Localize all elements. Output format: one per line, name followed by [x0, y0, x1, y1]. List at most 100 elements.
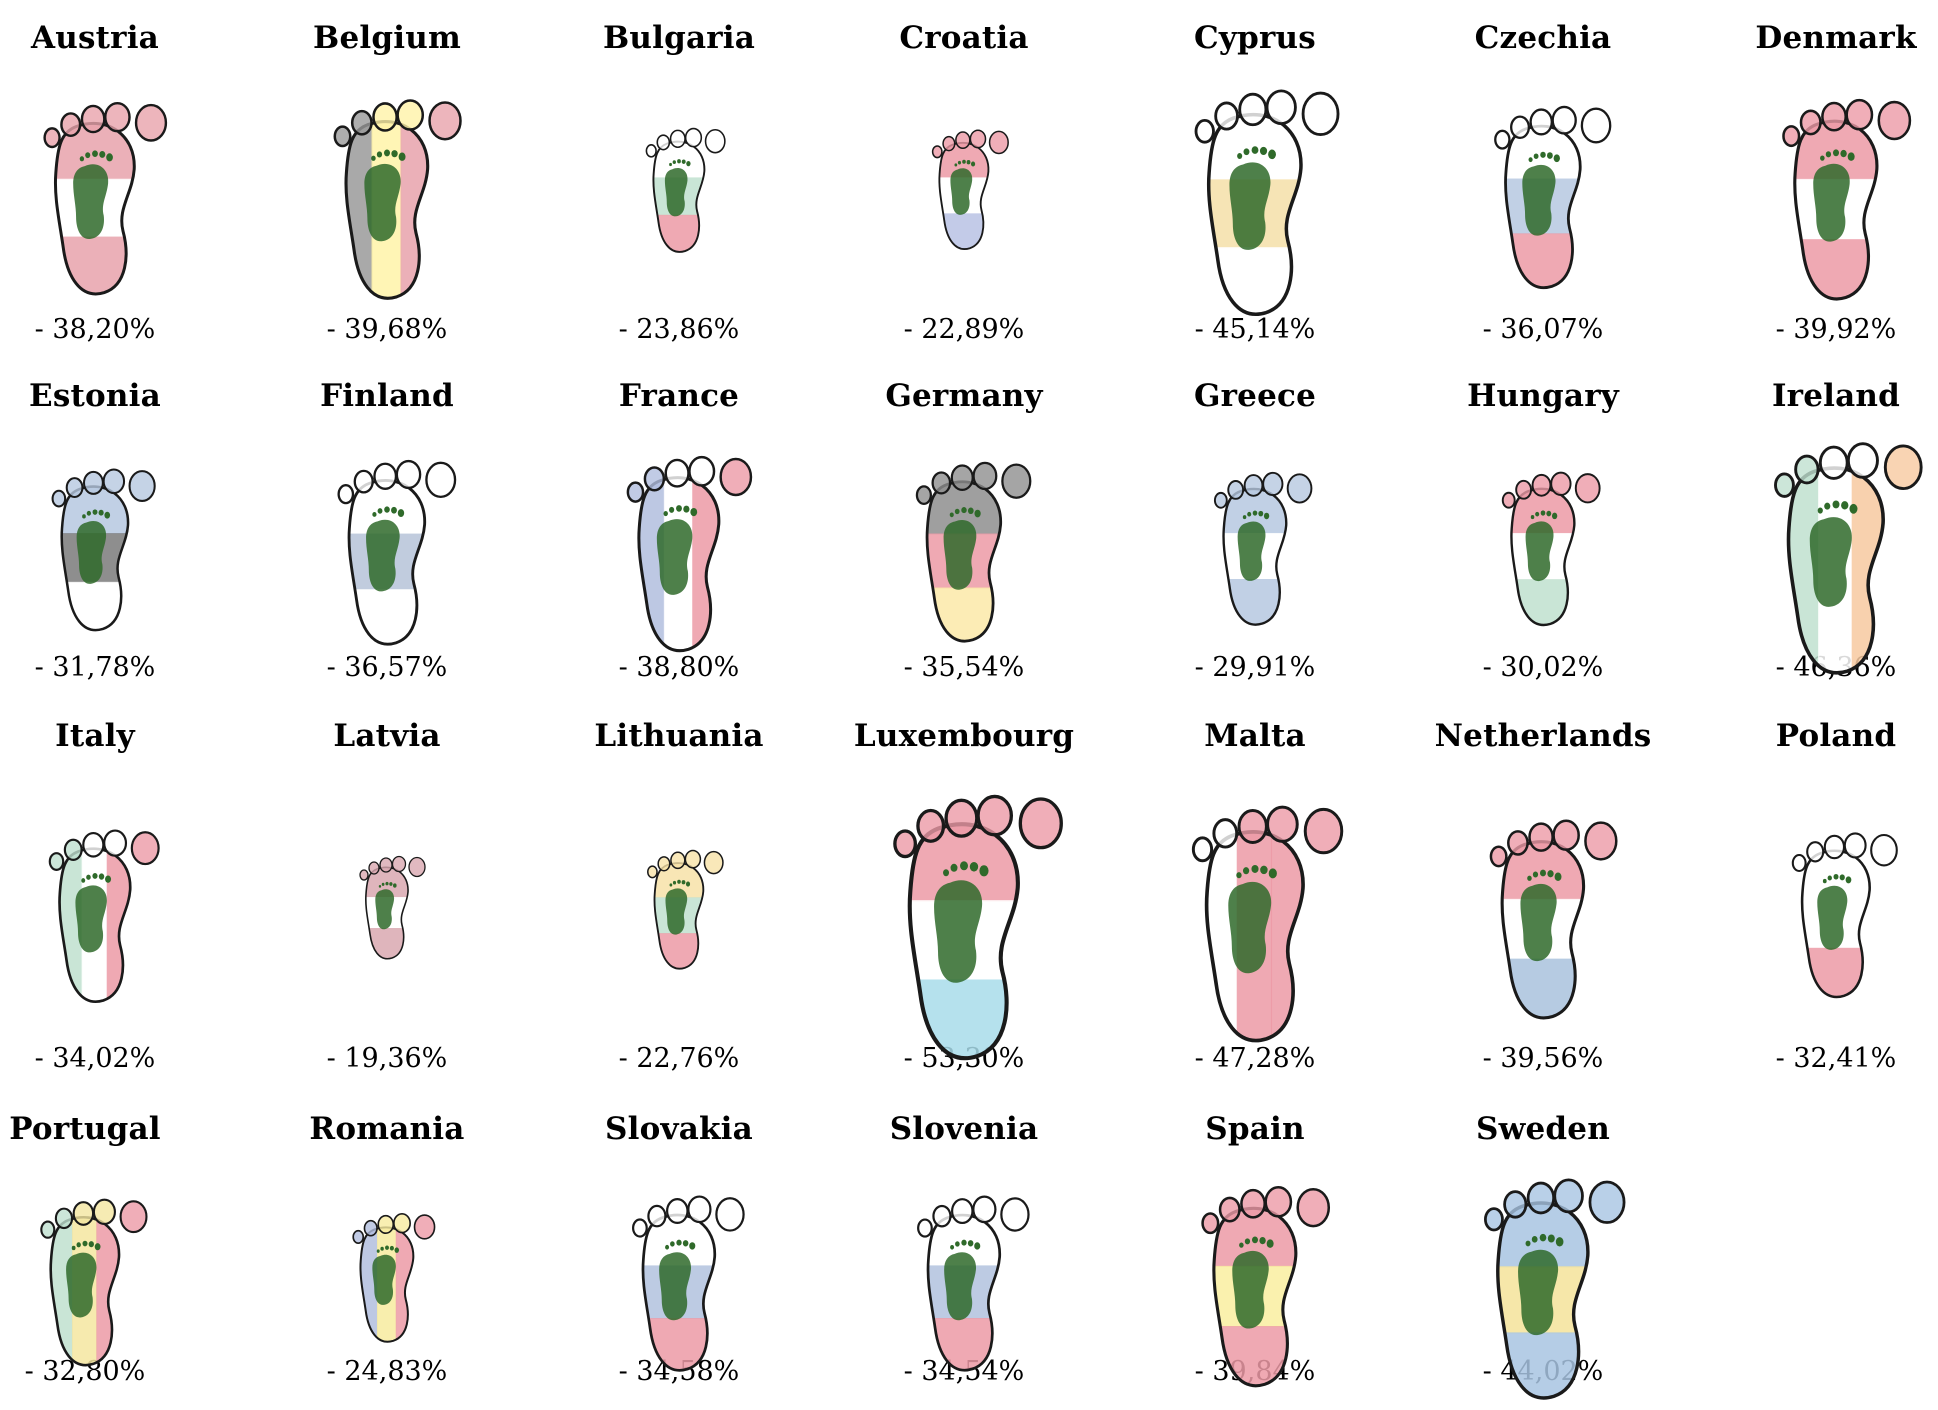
- country-label-lithuania: Lithuania: [594, 718, 764, 754]
- value-label-romania: - 24,83%: [326, 1356, 448, 1387]
- foot-outline: [1204, 830, 1305, 1043]
- green-footprint: [943, 507, 981, 590]
- toe: [63, 838, 83, 861]
- toe: [1551, 105, 1577, 135]
- foot-outline: [49, 1215, 121, 1367]
- foot-outline: [1510, 487, 1576, 627]
- toe: [134, 103, 168, 142]
- value-label-hungary: - 30,02%: [1482, 652, 1604, 683]
- toe: [1507, 830, 1529, 856]
- footprint-mark-greece: [1213, 471, 1313, 626]
- toe: [944, 798, 979, 838]
- country-label-portugal: Portugal: [9, 1111, 161, 1147]
- toe: [1823, 834, 1846, 860]
- country-label-greece: Greece: [1193, 378, 1317, 414]
- toe: [917, 1218, 933, 1238]
- foot-outline: [925, 480, 1003, 643]
- toe: [350, 109, 373, 136]
- toe: [51, 489, 67, 508]
- foot-outline: [60, 485, 130, 632]
- toe: [665, 1198, 689, 1225]
- toe: [703, 850, 724, 875]
- footprint-mark-denmark: [1782, 98, 1912, 301]
- toe: [103, 829, 128, 857]
- toe: [1791, 853, 1807, 873]
- toe: [1553, 1178, 1584, 1214]
- green-footprint: [665, 879, 691, 935]
- toe: [1237, 809, 1268, 844]
- green-footprint: [372, 1245, 400, 1305]
- toe: [1191, 836, 1214, 863]
- footprint-mark-germany: [915, 461, 1032, 643]
- toe: [1526, 1181, 1556, 1215]
- toe: [43, 127, 61, 149]
- toe: [1000, 1197, 1030, 1232]
- value-label-denmark: - 39,92%: [1775, 314, 1897, 345]
- value-label-netherlands: - 39,56%: [1482, 1043, 1604, 1074]
- toe: [391, 855, 407, 873]
- foot-outline: [1800, 849, 1871, 999]
- green-footprint: [664, 159, 691, 217]
- green-footprint: [1522, 151, 1560, 236]
- footprint-mark-malta: [1191, 805, 1344, 1043]
- toe: [647, 1204, 667, 1228]
- country-label-czechia: Czechia: [1474, 20, 1612, 56]
- green-footprint: [950, 159, 976, 215]
- toe: [1774, 472, 1795, 498]
- foot-outline: [637, 476, 721, 653]
- toe: [1782, 125, 1801, 148]
- toe: [1821, 101, 1847, 132]
- green-footprint: [1817, 873, 1852, 950]
- country-label-cyprus: Cyprus: [1194, 20, 1316, 56]
- toe: [972, 461, 998, 491]
- toe: [915, 485, 933, 505]
- toe: [1301, 91, 1340, 136]
- toe: [1584, 821, 1618, 861]
- footprint-mark-hungary: [1501, 471, 1601, 627]
- toe: [932, 1204, 952, 1228]
- toe: [1264, 1185, 1293, 1218]
- foot-outline: [344, 119, 430, 300]
- country-label-romania: Romania: [309, 1111, 465, 1147]
- toe: [1818, 445, 1849, 480]
- footprint-mark-croatia: [931, 129, 1009, 250]
- toe: [1201, 1212, 1220, 1235]
- country-label-germany: Germany: [885, 378, 1043, 414]
- foot-outline: [1206, 112, 1303, 316]
- toe: [688, 455, 716, 487]
- value-label-austria: - 38,20%: [34, 314, 156, 345]
- green-footprint: [656, 505, 698, 595]
- toe: [942, 135, 956, 152]
- toe: [119, 1200, 148, 1234]
- value-label-estonia: - 31,78%: [34, 652, 156, 683]
- green-footprint: [659, 1239, 696, 1321]
- foot-outline: [907, 822, 1020, 1061]
- toe: [333, 125, 352, 148]
- green-footprint: [1237, 510, 1270, 581]
- toe: [393, 1213, 411, 1234]
- foot-outline: [1786, 466, 1885, 675]
- green-footprint: [66, 1240, 101, 1318]
- toe: [950, 464, 974, 492]
- toe: [715, 1197, 745, 1232]
- toe: [1528, 822, 1554, 852]
- toe: [337, 484, 355, 505]
- toe: [1296, 1187, 1331, 1228]
- footprint-mark-france: [626, 455, 753, 653]
- foot-outline: [653, 862, 705, 970]
- toe: [684, 849, 702, 869]
- toe: [1243, 474, 1264, 497]
- toe: [104, 101, 131, 133]
- country-label-denmark: Denmark: [1755, 20, 1917, 56]
- green-footprint: [1525, 510, 1558, 582]
- toe: [1550, 471, 1572, 496]
- foot-outline: [641, 1213, 717, 1372]
- value-label-france: - 38,80%: [618, 652, 740, 683]
- toe: [428, 101, 462, 141]
- value-label-lithuania: - 22,76%: [618, 1043, 740, 1074]
- toe: [48, 852, 65, 871]
- foot-outline: [1504, 124, 1582, 290]
- toe: [664, 458, 690, 488]
- green-footprint: [1520, 869, 1562, 962]
- footprint-mark-belgium: [333, 99, 462, 300]
